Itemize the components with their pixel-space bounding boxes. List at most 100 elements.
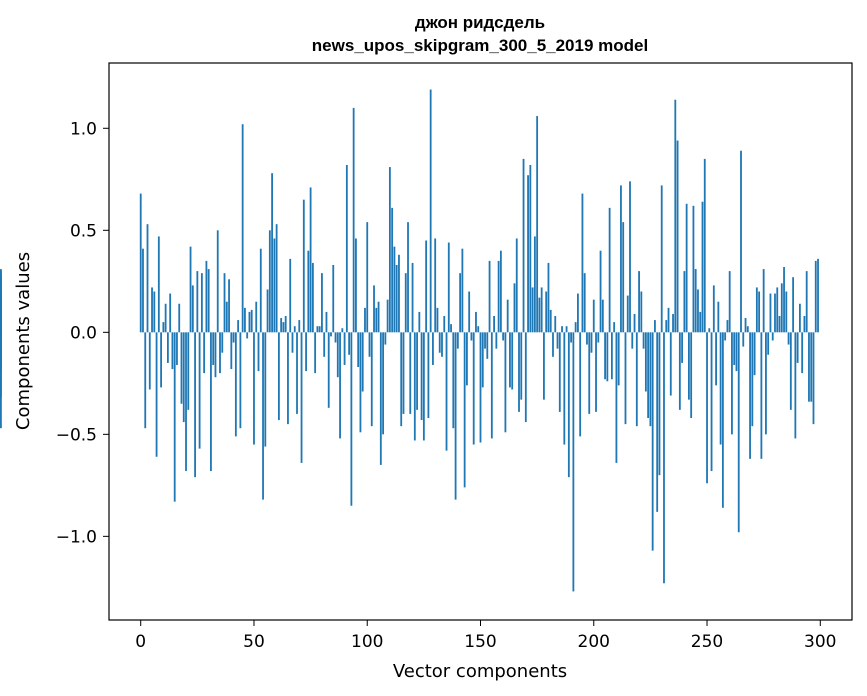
bar-273 <box>758 291 761 333</box>
x-tick-label: 100 <box>351 632 383 652</box>
bar-57 <box>268 230 271 333</box>
bar-62 <box>280 318 283 333</box>
bar-183 <box>554 316 557 333</box>
bar-268 <box>746 326 749 333</box>
bar-262 <box>733 332 736 365</box>
bar-46 <box>244 307 246 333</box>
bar-164 <box>511 332 514 390</box>
bar-155 <box>490 332 493 439</box>
bar-143 <box>463 332 466 488</box>
bar-293 <box>803 316 806 333</box>
bar-8 <box>157 236 160 333</box>
x-ticks: 0 50 100 150 200 250 300 <box>135 620 837 652</box>
bar-180 <box>547 262 550 333</box>
bar-177 <box>540 287 543 333</box>
bar-238 <box>678 332 681 410</box>
bar-175 <box>536 116 539 333</box>
bar-166 <box>515 238 518 333</box>
bar-121 <box>413 332 416 441</box>
bar-122 <box>416 332 418 410</box>
bar-252 <box>710 332 713 472</box>
bar-81 <box>323 332 326 357</box>
bar-169 <box>522 158 525 333</box>
bar-149 <box>477 326 480 333</box>
bar-294 <box>805 271 808 333</box>
bar-74 <box>307 250 310 333</box>
bar-136 <box>447 242 450 333</box>
bar-170 <box>524 332 527 423</box>
bar-213 <box>622 222 625 333</box>
bar-38 <box>225 301 228 333</box>
bar-265 <box>740 150 742 333</box>
bar-212 <box>620 185 622 333</box>
bar-45 <box>241 124 244 333</box>
bar-150 <box>479 332 482 443</box>
bar-240 <box>683 271 686 333</box>
bar-119 <box>409 332 412 414</box>
bar-168 <box>520 332 523 400</box>
bar-51 <box>255 301 258 333</box>
bar-36 <box>221 332 224 353</box>
bar-125 <box>422 332 425 441</box>
bar-280 <box>774 293 776 333</box>
bar-159 <box>499 250 502 333</box>
bar-216 <box>629 181 631 333</box>
bar-28 <box>203 332 206 374</box>
y-tick-label: 1.0 <box>70 119 97 139</box>
bar-7 <box>155 332 158 457</box>
bar-229 <box>658 332 661 476</box>
bar-251 <box>708 328 711 333</box>
bar-107 <box>382 332 384 435</box>
bar-207 <box>608 207 611 333</box>
bar-66 <box>289 258 292 333</box>
bar-161 <box>504 332 507 433</box>
bar-250 <box>706 332 708 484</box>
bar-67 <box>291 332 294 353</box>
bar-24 <box>194 332 196 478</box>
y-tick-label: 0.0 <box>70 323 97 343</box>
bar-undefined <box>0 332 2 367</box>
bar-246 <box>697 289 699 333</box>
bar-153 <box>486 332 489 359</box>
bar-63 <box>282 322 285 333</box>
bar-279 <box>771 332 774 341</box>
bar-135 <box>445 332 448 451</box>
bar-29 <box>205 260 208 333</box>
bar-152 <box>484 332 486 349</box>
bar-225 <box>649 332 652 427</box>
bar-43 <box>237 320 240 333</box>
bar-201 <box>595 332 597 412</box>
x-tick-label: 250 <box>691 632 723 652</box>
bar-113 <box>395 264 398 333</box>
bar-263 <box>735 332 738 372</box>
bar-61 <box>277 332 280 421</box>
bar-95 <box>355 238 357 333</box>
bar-249 <box>703 158 706 333</box>
bar-165 <box>513 283 516 333</box>
bar-285 <box>785 291 788 333</box>
bar-30 <box>207 269 210 333</box>
bar-3 <box>146 224 149 333</box>
bar-191 <box>572 332 575 592</box>
bar-233 <box>667 307 670 333</box>
bars-group <box>0 89 819 592</box>
bar-131 <box>436 307 439 333</box>
bar-18 <box>180 332 183 404</box>
bar-4 <box>148 332 151 390</box>
bar-94 <box>352 107 355 333</box>
bar-73 <box>305 332 307 372</box>
bar-82 <box>325 311 328 333</box>
bar-42 <box>234 332 237 437</box>
bar-148 <box>475 311 477 333</box>
bar-11 <box>164 303 167 333</box>
bar-295 <box>808 332 810 402</box>
bar-145 <box>468 291 471 333</box>
bar-296 <box>810 332 813 402</box>
bar-258 <box>724 332 727 341</box>
bar-13 <box>169 293 172 333</box>
bar-15 <box>173 332 176 502</box>
bar-133 <box>441 332 443 357</box>
bar-96 <box>357 332 360 367</box>
bar-267 <box>744 318 747 333</box>
bar-277 <box>767 332 770 355</box>
